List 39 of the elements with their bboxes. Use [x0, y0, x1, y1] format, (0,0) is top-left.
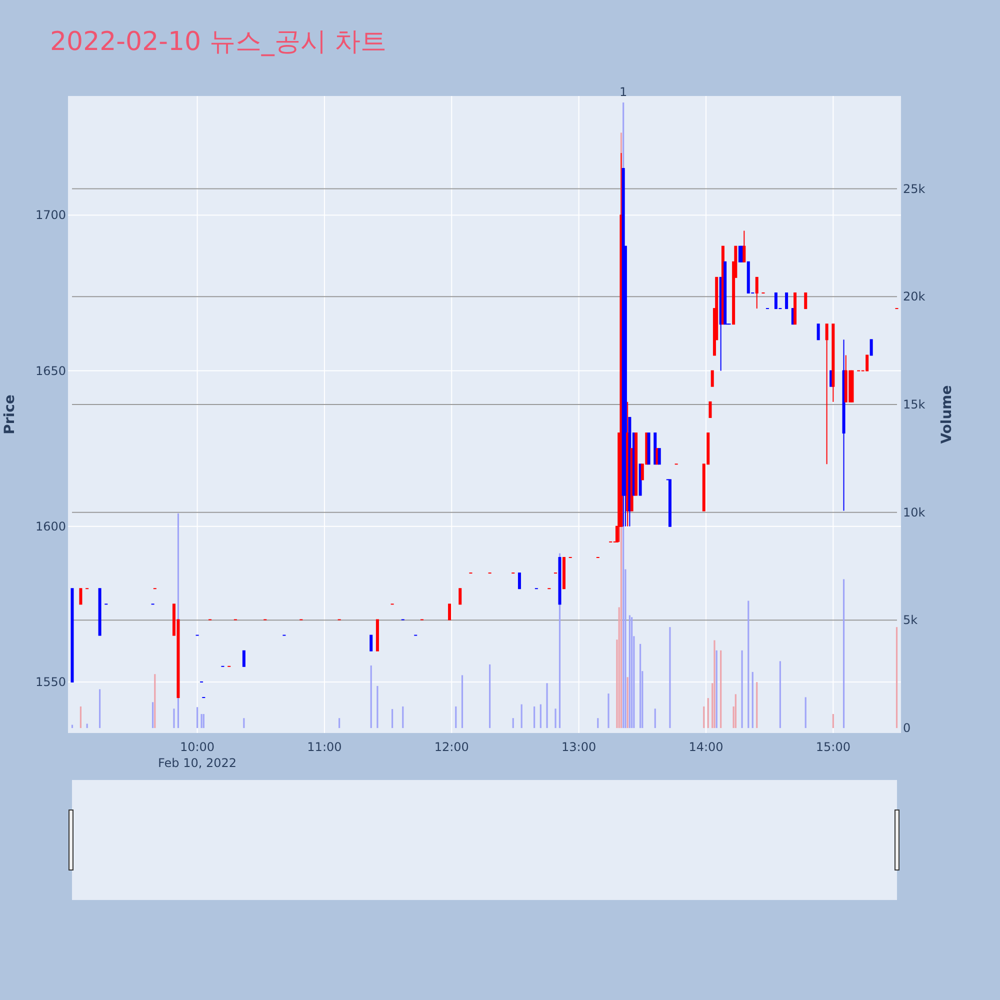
candlestick — [458, 588, 462, 605]
y-tick-label: 1650 — [35, 364, 66, 378]
candlestick — [866, 354, 869, 372]
candlestick — [742, 230, 746, 262]
candlestick — [658, 448, 661, 465]
x-tick-label: 15:00 — [816, 740, 850, 754]
candlestick — [448, 604, 452, 620]
candlestick — [804, 292, 808, 310]
y2-axis-title: Volume — [939, 385, 955, 444]
chart-title: 2022-02-10 뉴스_공시 차트 — [50, 27, 387, 57]
candlestick — [708, 401, 712, 418]
x-tick-label: 12:00 — [434, 740, 469, 754]
y-tick-label: 1600 — [35, 519, 66, 534]
y2-tick-label: 10k — [903, 505, 926, 520]
y-tick-label: 1550 — [35, 674, 66, 689]
y-axis-title: Price — [2, 394, 18, 434]
candlestick — [825, 324, 828, 465]
x-tick-label: 10:00 — [180, 740, 215, 754]
candlestick — [785, 292, 788, 310]
candlestick — [755, 276, 758, 310]
y2-tick-label: 25k — [903, 182, 926, 196]
candlestick — [242, 650, 246, 667]
candlestick — [774, 292, 778, 310]
x-tick-label: 14:00 — [688, 740, 724, 754]
annotation: 1 — [620, 85, 628, 99]
y2-tick-label: 0 — [903, 721, 911, 736]
candlestick — [79, 588, 82, 605]
x-tick-label: 13:00 — [562, 740, 596, 754]
y-tick-label: 1700 — [35, 208, 66, 222]
y2-tick-label: 15k — [903, 397, 926, 412]
candlestick — [370, 634, 373, 652]
text: Feb 10, 2022 — [158, 756, 237, 770]
y2-tick-label: 5k — [903, 613, 918, 628]
y2-tick-label: 20k — [903, 290, 926, 304]
x-tick-label: 11:00 — [307, 740, 342, 754]
candlestick — [518, 572, 521, 590]
candlestick — [710, 370, 714, 387]
candlestick — [816, 324, 820, 340]
candlestick — [870, 339, 873, 356]
